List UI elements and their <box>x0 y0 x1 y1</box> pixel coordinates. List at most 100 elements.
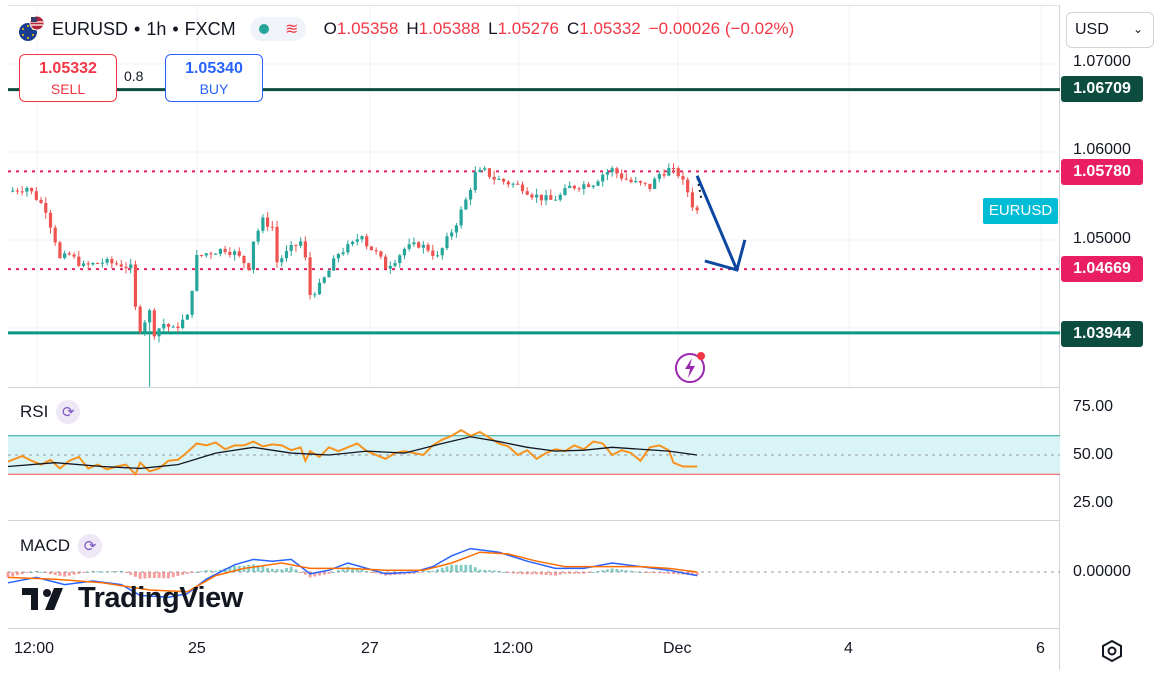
macd-histogram-bar <box>162 572 166 579</box>
candle-body <box>261 217 265 231</box>
candle-body <box>166 323 171 327</box>
candle-body <box>497 178 501 180</box>
macd-histogram-bar <box>351 567 355 572</box>
candle-body <box>223 248 227 252</box>
candle-body <box>247 263 251 270</box>
candle-body <box>487 168 492 177</box>
price-chart[interactable] <box>0 0 1060 387</box>
macd-histogram-bar <box>535 572 539 575</box>
rsi-title[interactable]: RSI ⟳ <box>20 400 81 424</box>
candle-body <box>605 172 610 175</box>
macd-histogram-bar <box>596 571 600 573</box>
candle-body <box>558 194 562 200</box>
macd-histogram-bar <box>124 572 128 573</box>
macd-histogram-bar <box>86 571 90 573</box>
macd-histogram-bar <box>72 572 76 575</box>
candle-body <box>686 179 690 193</box>
candle-body <box>44 203 48 213</box>
market-status-pill[interactable]: ≋ <box>249 17 306 41</box>
candle-body <box>426 244 430 251</box>
candle-body <box>601 174 605 182</box>
refresh-icon[interactable]: ⟳ <box>56 400 81 424</box>
macd-histogram-bar <box>185 572 189 574</box>
candle-body <box>63 253 67 258</box>
refresh-icon[interactable]: ⟳ <box>78 534 103 558</box>
macd-histogram-bar <box>610 568 614 572</box>
candle-body <box>58 242 62 258</box>
price-tick: 1.06000 <box>1073 141 1131 158</box>
macd-histogram-bar <box>157 572 161 579</box>
time-label: 4 <box>844 640 853 657</box>
rsi-pane-separator[interactable] <box>8 387 1060 388</box>
macd-pane-separator[interactable] <box>8 520 1060 521</box>
macd-histogram-bar <box>327 572 331 574</box>
candle-body <box>634 181 638 183</box>
macd-histogram-bar <box>256 565 260 572</box>
macd-histogram-bar <box>657 572 661 574</box>
macd-histogram-bar <box>516 572 520 574</box>
candle-body <box>218 248 222 254</box>
symbol-name[interactable]: EURUSD <box>52 18 129 39</box>
symbol-legend[interactable]: EURUSD • 1h • FXCM ≋ O1.05358 H1.05388 L… <box>18 14 794 44</box>
candle-body <box>549 195 553 200</box>
interval-label[interactable]: 1h <box>146 18 167 39</box>
macd-histogram-bar <box>643 572 647 573</box>
macd-histogram-bar <box>355 568 359 572</box>
macd-histogram-bar <box>487 570 491 572</box>
candle-body <box>544 195 548 201</box>
macd-histogram-bar <box>667 572 671 574</box>
candle-body <box>520 184 525 192</box>
macd-histogram-bar <box>166 572 170 579</box>
macd-histogram-bar <box>421 571 425 573</box>
candle-body <box>690 192 694 208</box>
candle-body <box>407 244 411 249</box>
candle-body <box>671 168 676 170</box>
macd-histogram-bar <box>58 572 62 576</box>
macd-histogram-bar <box>445 566 449 572</box>
source-label[interactable]: FXCM <box>184 18 236 39</box>
macd-histogram-bar <box>105 571 109 573</box>
candle-body <box>72 254 76 257</box>
candle-body <box>620 173 624 179</box>
macd-histogram-bar <box>648 572 652 573</box>
macd-histogram-bar <box>544 572 548 575</box>
macd-chart[interactable] <box>0 521 1060 628</box>
flash-alert-icon[interactable] <box>674 350 708 384</box>
candle-body <box>96 262 100 264</box>
price-tag-level-upper: 1.05780 <box>1061 159 1143 185</box>
sell-button[interactable]: 1.05332 SELL <box>19 54 117 102</box>
macd-histogram-bar <box>605 569 609 572</box>
currency-select[interactable]: USD ⌄ <box>1066 12 1154 48</box>
price-tag-level-lower: 1.04669 <box>1061 256 1143 282</box>
macd-histogram-bar <box>138 572 142 579</box>
macd-title[interactable]: MACD ⟳ <box>20 534 103 558</box>
candle-body <box>195 254 199 291</box>
macd-histogram-bar <box>110 571 114 573</box>
candle-body <box>402 248 407 256</box>
candle-body <box>393 263 397 266</box>
macd-histogram-bar <box>100 571 104 573</box>
macd-histogram-bar <box>152 572 156 579</box>
candle-body <box>459 209 463 226</box>
candle-body <box>440 248 444 256</box>
candle-body <box>388 265 392 269</box>
candle-body <box>114 263 119 265</box>
macd-histogram-bar <box>549 572 553 576</box>
macd-histogram-bar <box>530 572 534 575</box>
gear-icon[interactable] <box>1100 639 1124 663</box>
buy-button[interactable]: 1.05340 BUY <box>165 54 263 102</box>
candle-body <box>511 183 515 185</box>
macd-histogram-bar <box>91 570 95 572</box>
buy-price: 1.05340 <box>185 60 243 77</box>
candle-body <box>624 178 628 180</box>
market-open-dot-icon <box>249 17 278 41</box>
macd-histogram-bar <box>233 566 237 572</box>
macd-histogram-bar <box>190 572 194 573</box>
candle-body <box>568 185 572 189</box>
macd-histogram-bar <box>558 572 562 575</box>
rsi-chart[interactable] <box>0 388 1060 520</box>
candle-body <box>596 181 600 186</box>
candle-body <box>232 251 237 255</box>
macd-histogram-bar <box>228 567 232 572</box>
